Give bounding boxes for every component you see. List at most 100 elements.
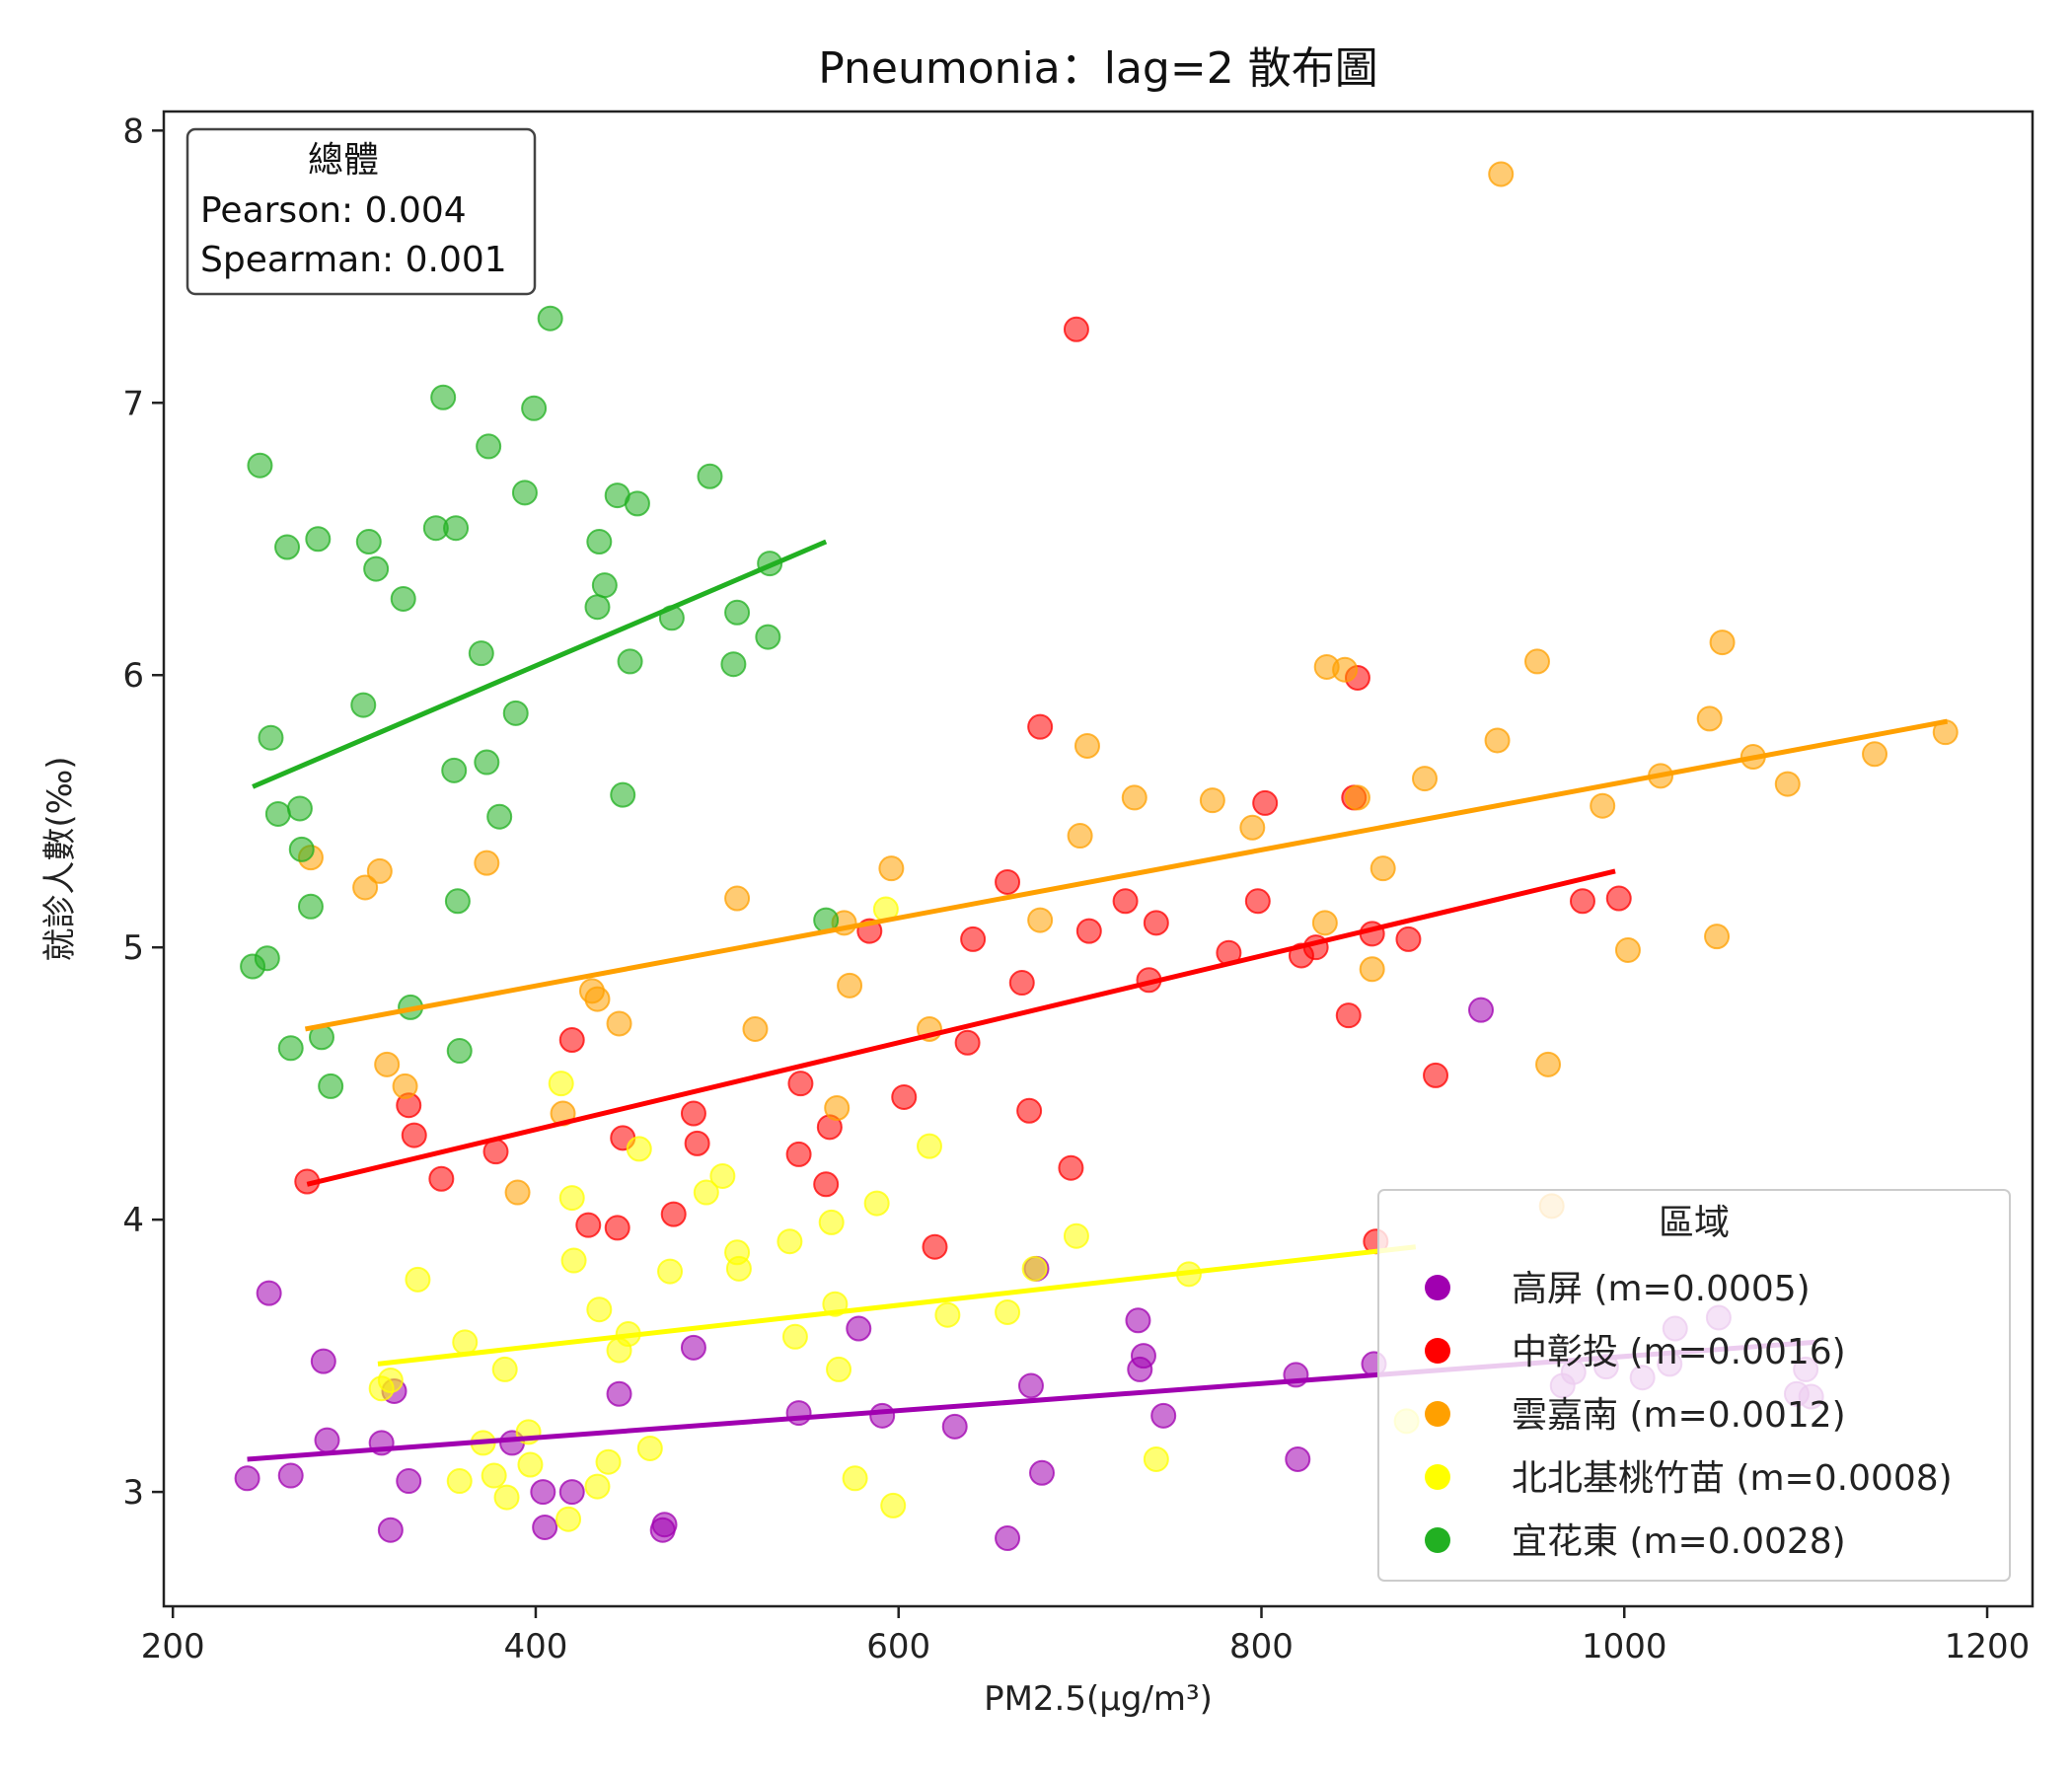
scatter-point-series-0 xyxy=(785,1400,812,1427)
x-tick-label: 1200 xyxy=(1945,1627,2031,1666)
legend-marker-series-4 xyxy=(1425,1527,1450,1553)
y-tick-label: 8 xyxy=(122,111,144,151)
scatter-point-series-2 xyxy=(392,1073,418,1099)
scatter-point-series-1 xyxy=(1335,1002,1362,1029)
scatter-point-series-2 xyxy=(474,850,500,876)
scatter-point-series-1 xyxy=(1569,888,1595,915)
x-axis: 200 400 600 800 1000 1200 xyxy=(141,1606,2031,1666)
scatter-point-series-4 xyxy=(586,529,613,555)
scatter-point-series-0 xyxy=(377,1517,404,1543)
y-tick-label: 4 xyxy=(122,1201,144,1240)
scatter-point-series-2 xyxy=(1774,771,1801,797)
scatter-point-series-3 xyxy=(709,1162,736,1189)
scatter-point-series-4 xyxy=(297,893,324,920)
scatter-point-series-0 xyxy=(1125,1307,1151,1334)
scatter-point-series-1 xyxy=(1395,925,1422,952)
scatter-point-series-3 xyxy=(555,1506,582,1532)
legend-label-series-4: 宜花東 (m=0.0028) xyxy=(1512,1521,1846,1562)
scatter-point-series-4 xyxy=(486,803,513,830)
scatter-point-series-4 xyxy=(247,452,273,479)
scatter-point-series-2 xyxy=(824,1095,851,1121)
scatter-point-series-1 xyxy=(785,1141,812,1167)
scatter-point-series-4 xyxy=(724,599,751,626)
scatter-point-series-2 xyxy=(1709,629,1736,656)
stats-box-title: 總體 xyxy=(308,140,379,181)
scatter-point-series-1 xyxy=(891,1083,918,1110)
scatter-point-series-3 xyxy=(446,1468,473,1495)
scatter-point-series-1 xyxy=(1063,316,1089,342)
scatter-point-series-2 xyxy=(606,1010,632,1037)
scatter-point-series-4 xyxy=(617,648,643,675)
scatter-point-series-3 xyxy=(626,1136,652,1162)
scatter-point-series-3 xyxy=(452,1329,479,1356)
regression-line-series-3 xyxy=(377,1244,1417,1367)
scatter-point-series-1 xyxy=(787,1071,814,1097)
scatter-point-series-2 xyxy=(724,885,751,912)
scatter-point-series-3 xyxy=(560,1247,587,1274)
x-tick-label: 800 xyxy=(1229,1627,1294,1666)
y-tick-label: 7 xyxy=(122,384,144,423)
legend-title: 區域 xyxy=(1659,1203,1730,1243)
scatter-point-series-2 xyxy=(1311,910,1338,936)
y-axis: 3 4 5 6 7 8 xyxy=(122,111,164,1513)
scatter-point-series-0 xyxy=(1017,1372,1044,1399)
x-tick-label: 200 xyxy=(141,1627,205,1666)
scatter-point-series-3 xyxy=(377,1367,404,1393)
scatter-point-series-4 xyxy=(755,624,781,650)
scatter-point-series-0 xyxy=(995,1525,1021,1552)
legend-label-series-1: 中彰投 (m=0.0016) xyxy=(1512,1332,1846,1372)
scatter-point-series-4 xyxy=(474,749,500,776)
x-tick-label: 1000 xyxy=(1582,1627,1667,1666)
scatter-point-series-3 xyxy=(693,1179,719,1206)
scatter-point-series-4 xyxy=(363,555,390,582)
scatter-point-series-3 xyxy=(1143,1445,1169,1472)
scatter-point-series-2 xyxy=(1696,705,1723,732)
scatter-point-series-0 xyxy=(532,1514,558,1540)
scatter-point-series-4 xyxy=(430,384,457,410)
scatter-point-series-3 xyxy=(584,1473,611,1500)
scatter-point-series-0 xyxy=(1150,1402,1177,1429)
scatter-point-series-2 xyxy=(1862,741,1888,768)
scatter-point-series-2 xyxy=(1704,924,1731,950)
scatter-point-series-3 xyxy=(842,1465,868,1492)
scatter-point-series-2 xyxy=(1535,1051,1562,1077)
scatter-point-series-3 xyxy=(548,1071,574,1097)
legend-marker-series-0 xyxy=(1425,1275,1450,1300)
scatter-point-series-4 xyxy=(502,700,529,726)
scatter-point-series-4 xyxy=(584,594,611,621)
scatter-point-series-2 xyxy=(1484,727,1511,754)
scatter-point-series-0 xyxy=(651,1512,678,1538)
scatter-point-series-1 xyxy=(1008,970,1035,997)
scatter-point-series-3 xyxy=(777,1228,803,1255)
scatter-point-series-3 xyxy=(934,1301,961,1328)
scatter-point-series-1 xyxy=(1244,888,1271,915)
scatter-point-series-3 xyxy=(491,1356,518,1382)
scatter-point-series-3 xyxy=(781,1323,808,1350)
scatter-point-series-4 xyxy=(254,945,280,972)
scatter-point-series-1 xyxy=(428,1165,455,1192)
scatter-point-series-3 xyxy=(595,1448,622,1475)
y-axis-label: 就診人數(‰) xyxy=(40,756,80,961)
scatter-point-series-4 xyxy=(318,1073,344,1099)
scatter-point-series-2 xyxy=(1411,766,1438,792)
scatter-point-series-3 xyxy=(558,1185,585,1212)
scatter-point-series-2 xyxy=(837,972,863,999)
scatter-point-series-1 xyxy=(1075,918,1102,944)
scatter-point-series-4 xyxy=(355,529,382,555)
scatter-point-series-1 xyxy=(1058,1154,1084,1181)
scatter-point-series-2 xyxy=(1199,787,1225,814)
scatter-point-series-1 xyxy=(1423,1062,1449,1088)
legend-frame xyxy=(1377,1189,2011,1582)
scatter-point-series-3 xyxy=(818,1209,845,1235)
scatter-point-series-3 xyxy=(1063,1222,1089,1249)
scatter-point-series-4 xyxy=(476,433,502,460)
scatter-point-series-3 xyxy=(995,1298,1021,1325)
scatter-point-series-0 xyxy=(846,1315,872,1342)
scatter-point-series-3 xyxy=(493,1484,520,1511)
scatter-point-series-1 xyxy=(680,1100,706,1127)
scatter-point-series-4 xyxy=(443,515,470,542)
regression-line-series-4 xyxy=(252,539,828,789)
scatter-point-series-1 xyxy=(995,868,1021,895)
scatter-point-series-2 xyxy=(366,857,393,884)
